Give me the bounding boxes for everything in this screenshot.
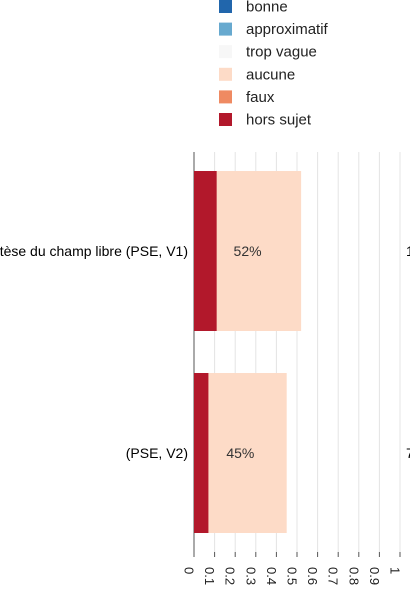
x-tick-label-1: 1 xyxy=(388,567,403,574)
x-tick-label-0-1: 0.1 xyxy=(202,567,217,585)
x-tick-label-0: 0 xyxy=(182,567,197,574)
legend-label-hors-sujet: hors sujet xyxy=(246,112,312,129)
bar-aucune-2 xyxy=(194,373,287,533)
legend-swatch-trop-vague xyxy=(219,45,232,59)
category-label-2: (PSE, V2) xyxy=(126,445,188,461)
y-axis-categories: tèse du champ libre (PSE, V1) (PSE, V2) xyxy=(0,243,188,461)
x-tick-label-0-3: 0.3 xyxy=(243,567,258,585)
bar-hors-sujet-2 xyxy=(194,373,209,533)
legend-swatch-hors-sujet xyxy=(219,113,232,126)
x-tick-label-0-5: 0.5 xyxy=(285,567,300,585)
x-axis: 0 0.1 0.2 0.3 0.4 0.5 0.6 0.7 0.8 0.9 1 xyxy=(182,552,403,585)
legend-swatch-bonne xyxy=(219,0,232,13)
data-label-aucune-2: 45% xyxy=(226,445,254,461)
x-tick-label-0-4: 0.4 xyxy=(264,567,279,585)
legend-label-aucune: aucune xyxy=(246,66,295,83)
legend-swatch-approximatif xyxy=(219,22,232,36)
legend-label-bonne: bonne xyxy=(246,0,288,16)
legend-swatch-aucune xyxy=(219,67,232,81)
data-label-aucune-1: 52% xyxy=(234,243,262,259)
legend-label-approximatif: approximatif xyxy=(246,21,329,38)
legend-swatch-faux xyxy=(219,90,232,104)
bar-hors-sujet-1 xyxy=(194,171,217,331)
x-tick-label-0-7: 0.7 xyxy=(326,567,341,585)
x-tick-label-0-8: 0.8 xyxy=(346,567,361,585)
data-label-hors-sujet-1: 1 xyxy=(406,243,410,259)
data-label-hors-sujet-2: 7 xyxy=(406,445,410,461)
x-tick-label-0-2: 0.2 xyxy=(223,567,238,585)
chart-legend: bonne approximatif trop vague aucune faux hor… xyxy=(219,0,329,129)
category-label-1: tèse du champ libre (PSE, V1) xyxy=(0,243,188,259)
x-tick-label-0-6: 0.6 xyxy=(305,567,320,585)
chart-bars: 11%13%10%52%113%18%14%45%7 xyxy=(194,171,410,533)
legend-label-trop-vague: trop vague xyxy=(246,44,317,61)
x-tick-label-0-9: 0.9 xyxy=(367,567,382,585)
legend-label-faux: faux xyxy=(246,89,275,106)
